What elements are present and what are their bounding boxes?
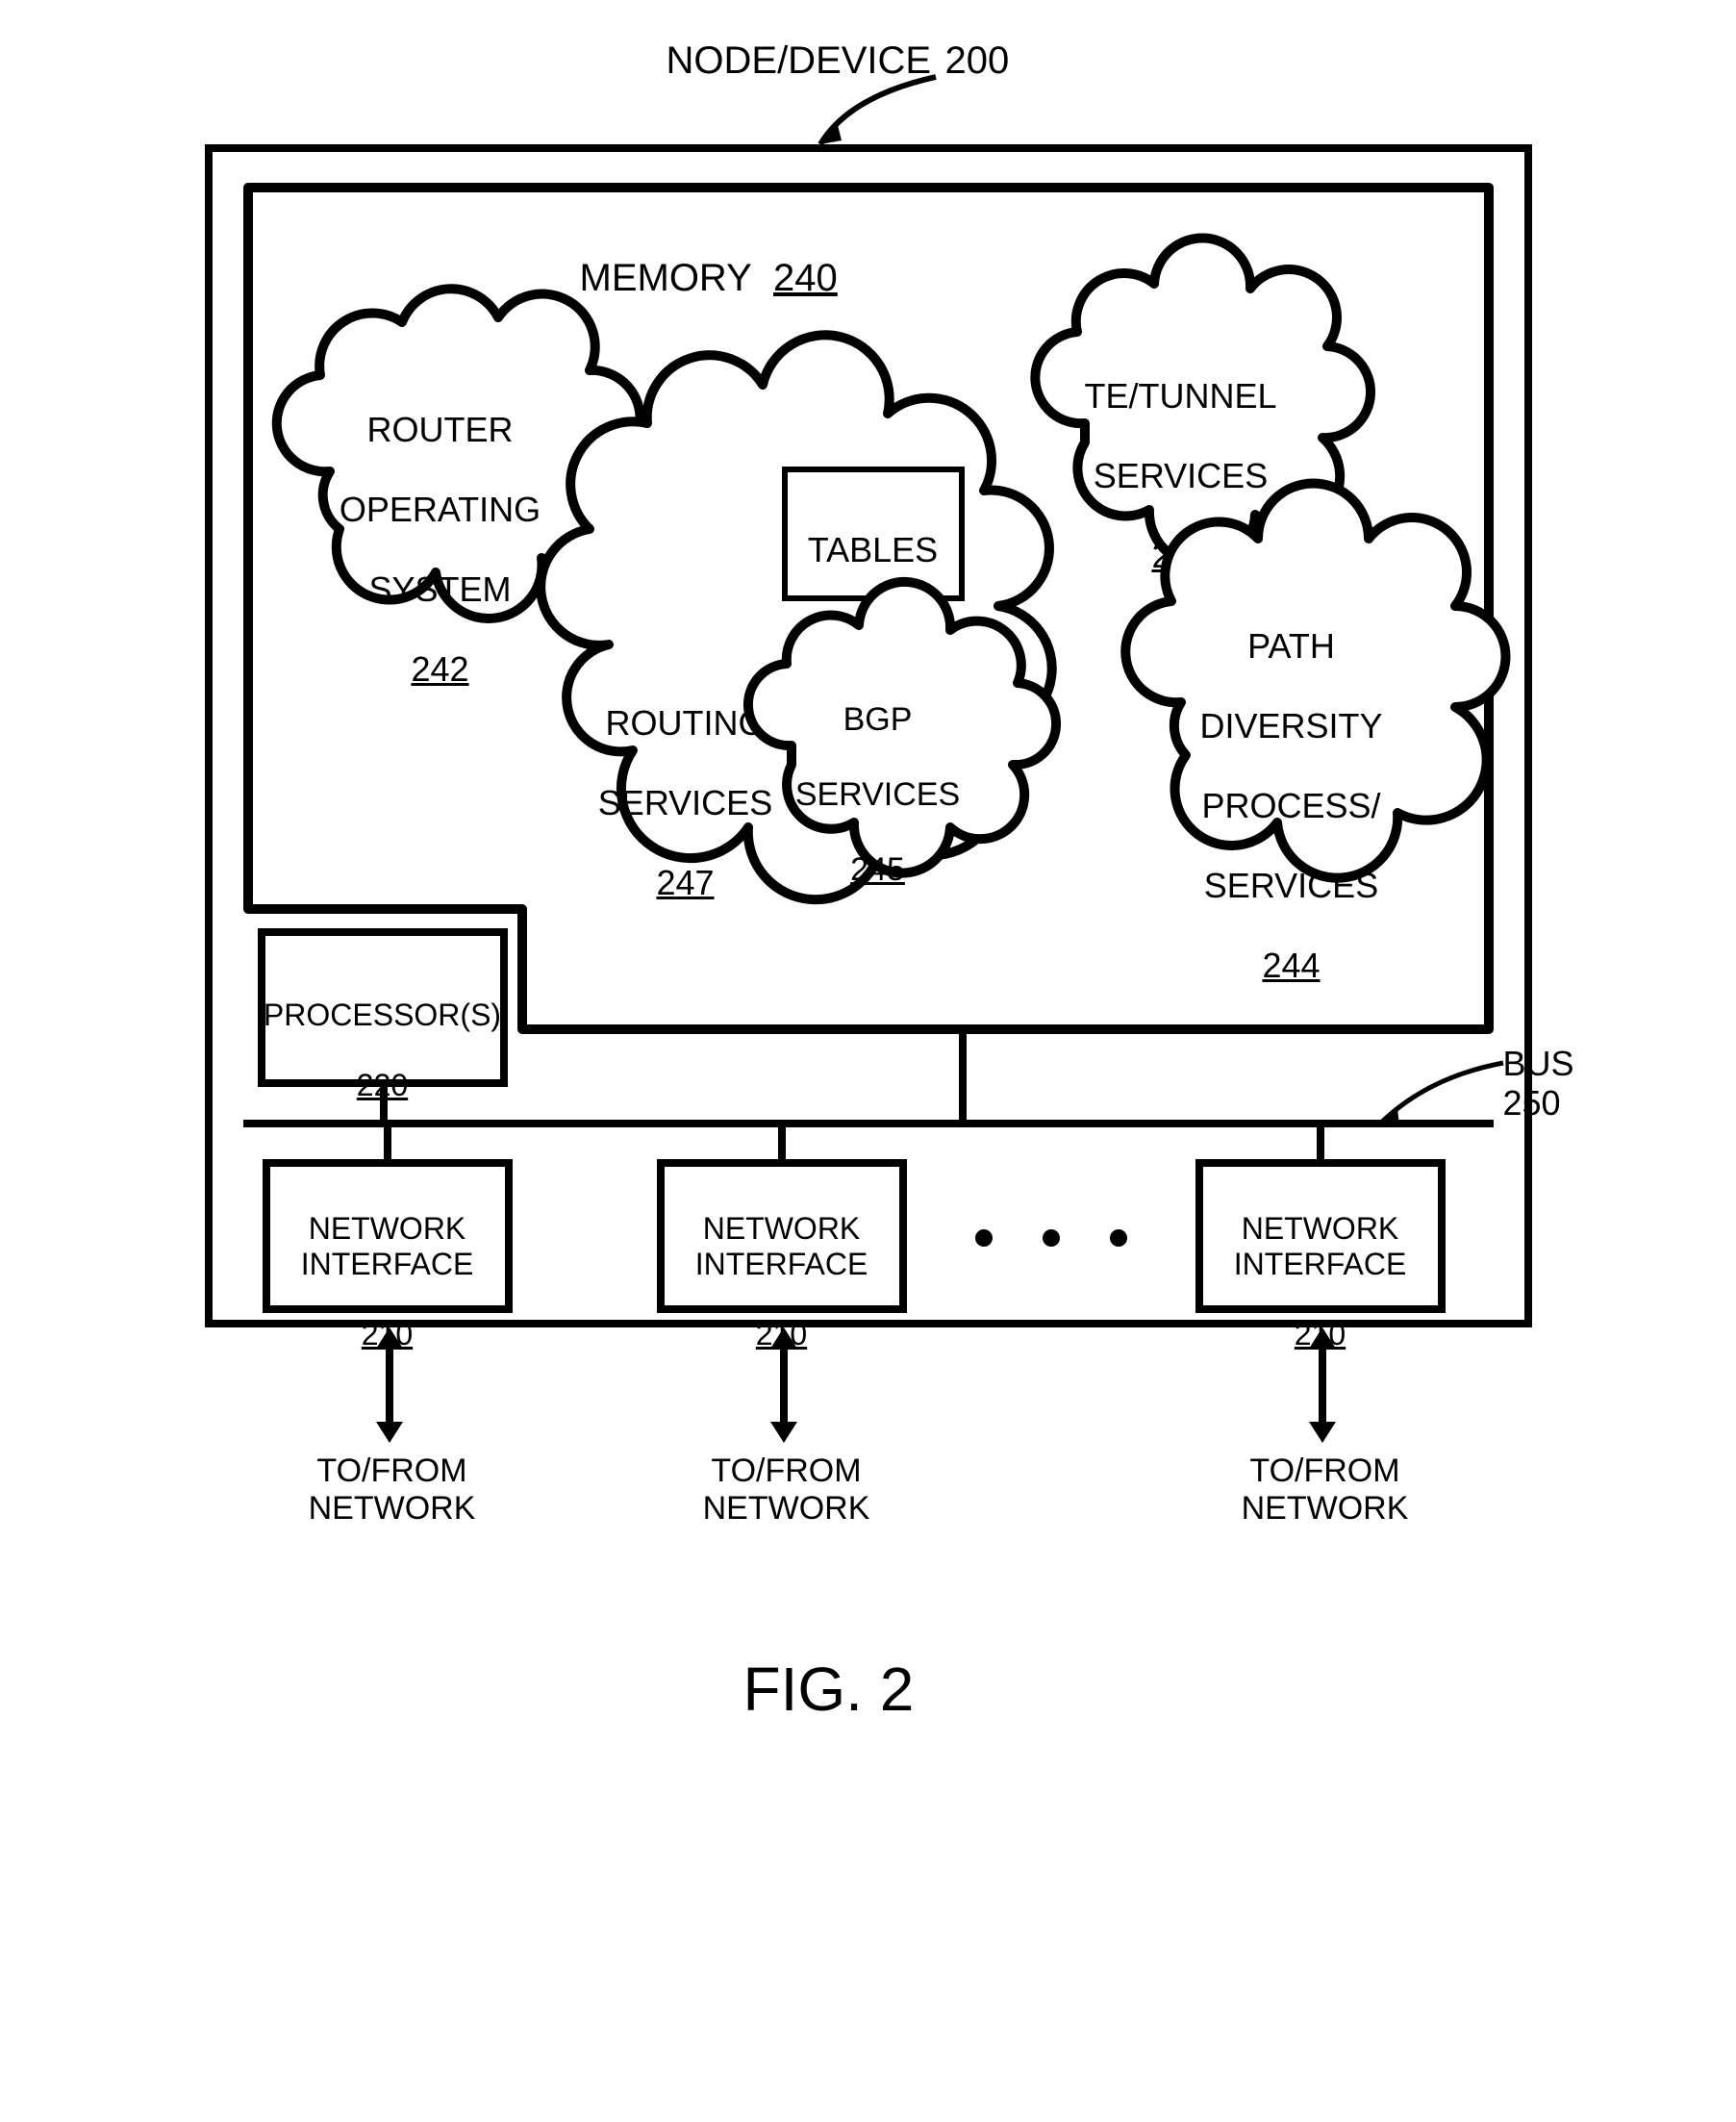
netif3-to-bus [1313,1124,1332,1162]
netif2-to-bus [774,1124,793,1162]
processor-text: PROCESSOR(S) 220 [258,962,508,1103]
arrow-1 [370,1327,409,1443]
netif-text-3: NETWORK INTERFACE 210 [1195,1175,1446,1352]
bus-callout [1378,1058,1513,1135]
figure-caption: FIG. 2 [743,1655,915,1726]
diagram-canvas: NODE/DEVICE 200 MEMORY 240 ROUTER OPERAT… [147,38,1590,1866]
arrow-2 [765,1327,803,1443]
router-os-text: ROUTER OPERATING SYSTEM 242 [330,370,551,689]
bgp-text: BGP SERVICES 245 [782,664,974,890]
netif-text-1: NETWORK INTERFACE 210 [263,1175,513,1352]
title-callout [820,77,994,154]
tofrom-3: TO/FROM NETWORK [1224,1453,1426,1528]
path-text: PATH DIVERSITY PROCESS/ SERVICES 244 [1171,587,1412,985]
arrow-3 [1303,1327,1342,1443]
tofrom-1: TO/FROM NETWORK [291,1453,493,1528]
netif1-to-bus [380,1124,399,1162]
netif-text-2: NETWORK INTERFACE 210 [657,1175,907,1352]
tofrom-2: TO/FROM NETWORK [686,1453,888,1528]
bus-line [243,1116,1494,1135]
ellipsis-dots [965,1226,1138,1255]
bus-label: BUS 250 [1503,1044,1590,1124]
memory-label: MEMORY 240 [580,212,838,300]
proc-to-bus [376,1087,395,1125]
mem-to-bus [955,1029,974,1125]
